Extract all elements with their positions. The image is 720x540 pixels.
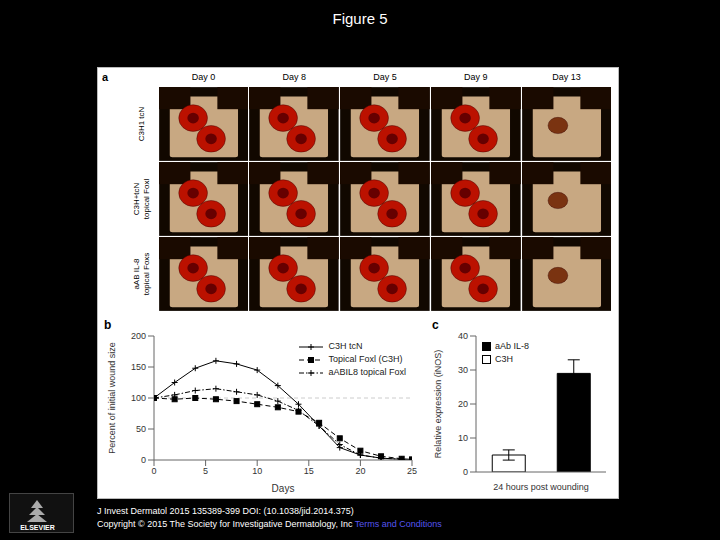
html-text:b: b [104,318,112,332]
html-text:aAb IL-8: aAb IL-8 [495,341,529,351]
svg-text:20: 20 [458,399,468,409]
html-text:Day 8: Day 8 [282,72,306,82]
svg-text:5: 5 [203,466,208,476]
html-text:ELSEVIER: ELSEVIER [20,524,55,531]
svg-text:150: 150 [131,362,146,372]
svg-text:24 hours post wounding: 24 hours post wounding [493,482,589,492]
html-text:C3H+tcN topical Foxl: C3H+tcN topical Foxl [132,178,151,219]
svg-text:10: 10 [458,433,468,443]
html-text:c: c [432,318,439,332]
html-text:Day 13: Day 13 [552,72,581,82]
svg-text:0: 0 [463,467,468,477]
html-text:Day 0: Day 0 [191,72,216,82]
svg-text:15: 15 [304,466,314,476]
svg-text:50: 50 [136,424,146,434]
html-text:aAB IL-8 topical Foxs: aAB IL-8 topical Foxs [132,252,151,295]
html-text:aABIL8 topical Foxl: aABIL8 topical Foxl [328,367,406,377]
svg-text:0: 0 [141,455,146,465]
html-text:J Invest Dermatol 2015 135389-: J Invest Dermatol 2015 135389-399 DOI: (… [97,506,354,516]
svg-text:10: 10 [252,466,262,476]
svg-text:0: 0 [151,466,156,476]
html-text:Topical Foxl (C3H): Topical Foxl (C3H) [328,354,403,364]
html-text:Figure 5: Figure 5 [332,10,388,27]
html-text:Day 5: Day 5 [373,72,397,82]
html-text:Copyright © 2015 The Society f: Copyright © 2015 The Society for Investi… [97,519,442,529]
html-text:a: a [102,71,109,83]
svg-text:25: 25 [407,466,417,476]
svg-text:100: 100 [131,393,146,403]
svg-text:Percent of initial wound size: Percent of initial wound size [107,342,117,454]
svg-text:40: 40 [458,331,468,341]
svg-text:20: 20 [355,466,365,476]
html-text:C3H1 tcN: C3H1 tcN [137,106,146,141]
svg-text:30: 30 [458,365,468,375]
html-text:C3H tcN: C3H tcN [328,341,363,351]
html-text:C3H: C3H [495,354,513,364]
svg-text:Relative expression (iNOS): Relative expression (iNOS) [433,350,443,459]
svg-text:Days: Days [272,483,295,494]
svg-text:200: 200 [131,331,146,341]
html-text:Day 9: Day 9 [464,72,488,82]
